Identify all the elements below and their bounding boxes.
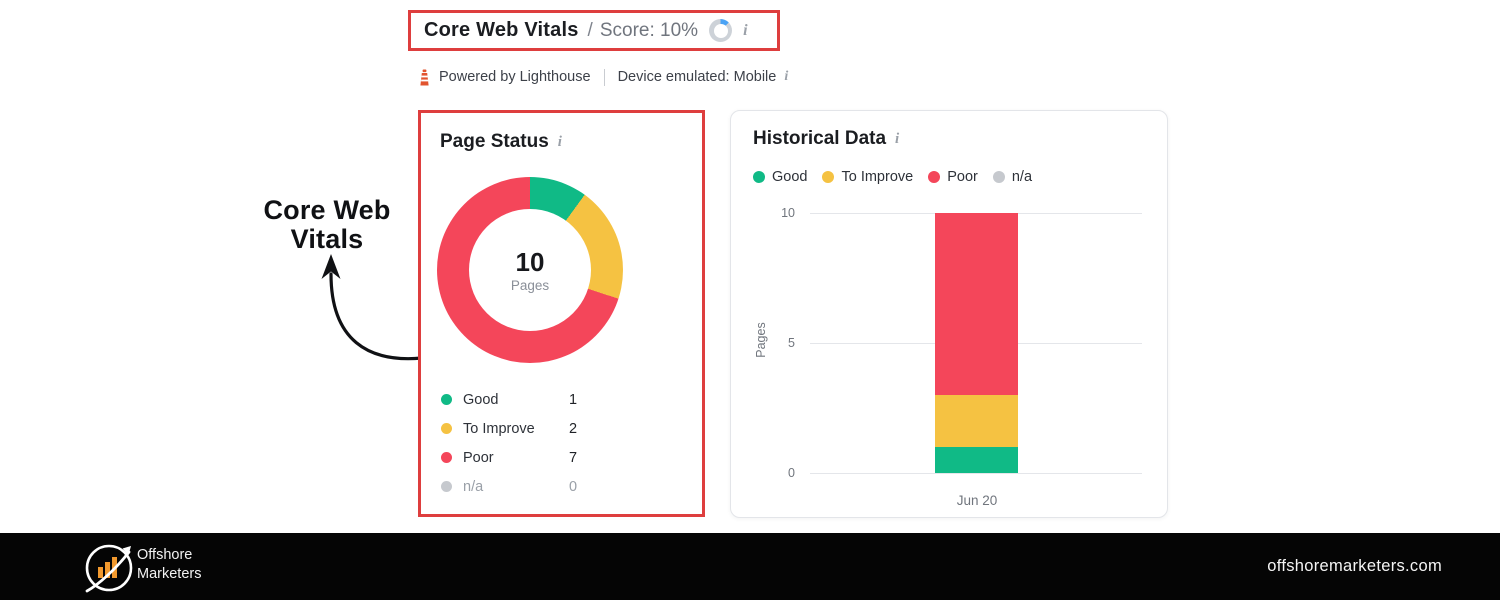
page-status-legend: Good 1 To Improve 2 Poor 7 n/a 0	[441, 385, 681, 501]
lighthouse-icon	[418, 69, 431, 86]
bar-segment-poor[interactable]	[935, 213, 1018, 395]
title-separator: /	[587, 19, 593, 41]
report-meta-row: Powered by Lighthouse Device emulated: M…	[418, 66, 788, 88]
info-icon[interactable]: i	[743, 21, 748, 39]
page-status-info-icon[interactable]: i	[557, 133, 562, 150]
score-text: Score: 10%	[599, 19, 699, 41]
footer-brand-name: Offshore Marketers	[137, 546, 201, 584]
legend-item-na[interactable]: n/a 0	[441, 472, 681, 501]
historical-legend: Good To Improve Poor n/a	[753, 169, 1047, 185]
footer-bar: Offshore Marketers offshoremarketers.com	[0, 533, 1500, 600]
legend-item-to-improve[interactable]: To Improve	[822, 169, 913, 185]
legend-value: 7	[569, 449, 578, 466]
y-tick-5: 5	[788, 336, 795, 350]
score-ring-icon	[709, 19, 733, 42]
legend-label: n/a	[1011, 169, 1033, 185]
legend-label: Good	[772, 169, 808, 185]
historical-info-icon[interactable]: i	[895, 130, 900, 147]
poor-dot-icon	[928, 171, 941, 183]
page-status-title: Page Status	[440, 131, 549, 152]
brand-line2: Marketers	[137, 566, 202, 582]
footer-domain: offshoremarketers.com	[1267, 557, 1442, 575]
legend-value: 2	[569, 420, 578, 437]
annotation-line2: Vitals	[290, 224, 364, 254]
to-improve-dot-icon	[822, 171, 835, 183]
device-info-icon[interactable]: i	[784, 69, 789, 84]
legend-item-good[interactable]: Good	[753, 169, 807, 185]
annotation-core-web-vitals: Core Web Vitals	[237, 196, 417, 254]
meta-divider	[603, 68, 605, 86]
legend-item-poor[interactable]: Poor 7	[441, 443, 681, 472]
legend-item-good[interactable]: Good 1	[441, 385, 681, 414]
good-dot-icon	[441, 394, 452, 405]
good-dot-icon	[753, 171, 765, 183]
page-title: Core Web Vitals	[424, 19, 579, 41]
y-tick-0: 0	[788, 466, 795, 480]
device-emulated-label: Device emulated: Mobile	[617, 69, 777, 85]
legend-item-to-improve[interactable]: To Improve 2	[441, 414, 681, 443]
bar-segment-to-improve[interactable]	[935, 395, 1018, 447]
donut-total-label: Pages	[510, 277, 550, 293]
legend-label: Poor	[947, 169, 978, 185]
y-axis-label: Pages	[754, 322, 768, 358]
powered-by-label: Powered by Lighthouse	[439, 69, 591, 85]
gridline-0	[810, 473, 1142, 474]
legend-item-na[interactable]: n/a	[992, 169, 1033, 185]
legend-label: n/a	[463, 478, 484, 495]
historical-data-title: Historical Data	[753, 128, 887, 149]
to-improve-dot-icon	[441, 423, 452, 434]
brand-line1: Offshore	[137, 547, 193, 563]
poor-dot-icon	[441, 452, 452, 463]
y-tick-10: 10	[781, 206, 795, 220]
annotation-arrow	[321, 254, 424, 361]
legend-label: To Improve	[841, 169, 914, 185]
stacked-bar[interactable]	[935, 213, 1018, 473]
legend-value: 1	[569, 391, 578, 408]
annotation-line1: Core Web	[263, 195, 391, 225]
donut-chart[interactable]: 10 Pages	[437, 177, 623, 363]
legend-label: Poor	[463, 449, 494, 466]
na-dot-icon	[441, 481, 452, 492]
header-highlight-box: Core Web Vitals / Score: 10% i	[408, 10, 780, 51]
legend-item-poor[interactable]: Poor	[928, 169, 978, 185]
offshore-marketers-logo-icon	[85, 544, 133, 593]
donut-total-value: 10	[515, 246, 545, 277]
legend-label: To Improve	[463, 420, 535, 437]
donut-center: 10 Pages	[469, 209, 591, 331]
historical-data-card: Historical Data i Good To Improve Poor n…	[730, 110, 1168, 518]
na-dot-icon	[992, 171, 1005, 183]
page-status-card: Page Status i 10 Pages Good 1 To Improve…	[418, 110, 705, 517]
legend-value: 0	[569, 478, 578, 495]
legend-label: Good	[463, 391, 499, 408]
bar-segment-good[interactable]	[935, 447, 1018, 473]
x-axis-label: Jun 20	[956, 493, 998, 508]
